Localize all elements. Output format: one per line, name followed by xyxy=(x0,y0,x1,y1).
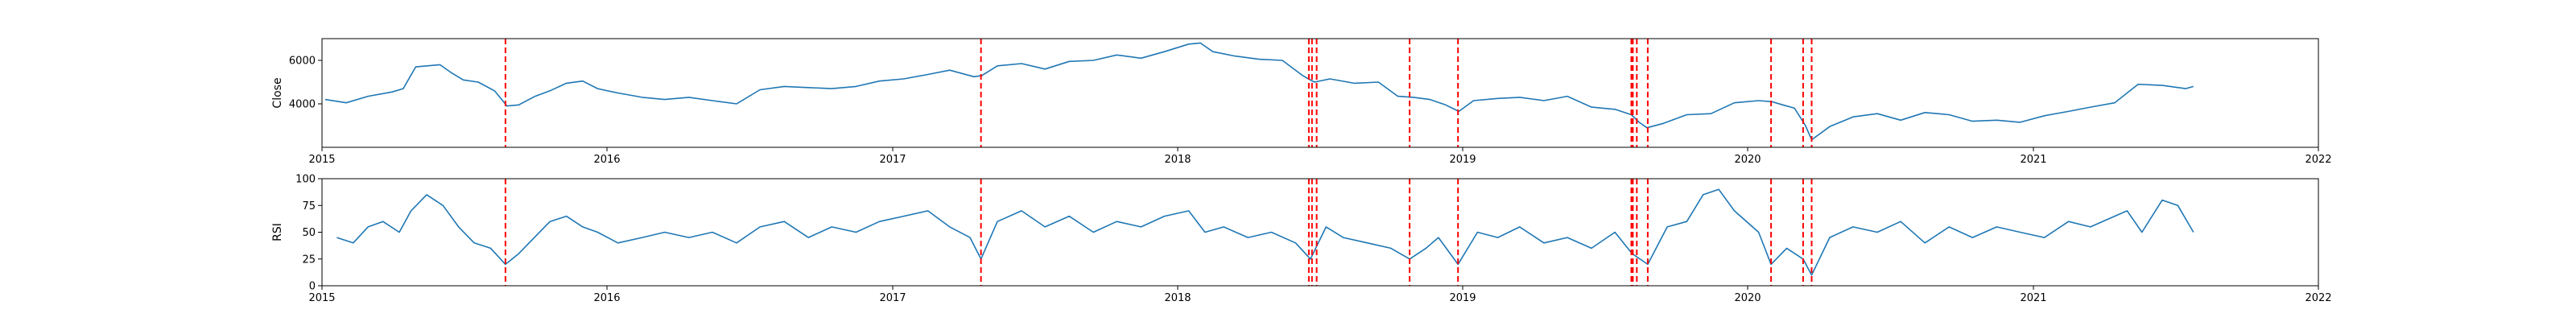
x-tick-label: 2020 xyxy=(1734,154,1761,166)
y-tick-label: 4000 xyxy=(289,99,316,111)
x-tick-label: 2020 xyxy=(1734,292,1761,304)
series-line-1 xyxy=(336,188,2194,276)
x-tick-label: 2015 xyxy=(308,154,335,166)
x-tick-label: 2017 xyxy=(879,154,906,166)
x-tick-label: 2021 xyxy=(2020,154,2046,166)
y-tick-label: 75 xyxy=(302,200,316,213)
x-tick-label: 2018 xyxy=(1164,154,1191,166)
x-tick-label: 2016 xyxy=(593,154,620,166)
y-tick-label: 25 xyxy=(302,254,316,266)
subplot-2: 2015 2016 2017 2018 2019 2020 2021 2022 0 25 50 75 1… xyxy=(271,174,2332,305)
y-tick-label: 0 xyxy=(309,281,316,293)
x-tick-label: 2019 xyxy=(1449,154,1476,166)
y-tick-label: 6000 xyxy=(289,56,316,68)
x-tick-label: 2022 xyxy=(2305,154,2331,166)
x-tick-label: 2017 xyxy=(879,292,906,304)
subplot-1: 2015 2016 2017 2018 2019 2020 2021 2022 4000 6000… xyxy=(271,38,2332,166)
y-axis-label: RSI xyxy=(271,223,284,241)
y-tick-label: 100 xyxy=(295,174,316,186)
series-line-1 xyxy=(324,42,2194,141)
y-axis-label: Close xyxy=(271,77,284,108)
x-tick-label: 2019 xyxy=(1449,292,1476,304)
x-tick-label: 2022 xyxy=(2305,292,2331,304)
x-tick-label: 2015 xyxy=(308,292,335,304)
x-tick-label: 2016 xyxy=(593,292,620,304)
x-tick-label: 2021 xyxy=(2020,292,2046,304)
x-tick-label: 2018 xyxy=(1164,292,1191,304)
plot-frame xyxy=(321,38,2319,148)
y-tick-label: 50 xyxy=(302,227,316,239)
